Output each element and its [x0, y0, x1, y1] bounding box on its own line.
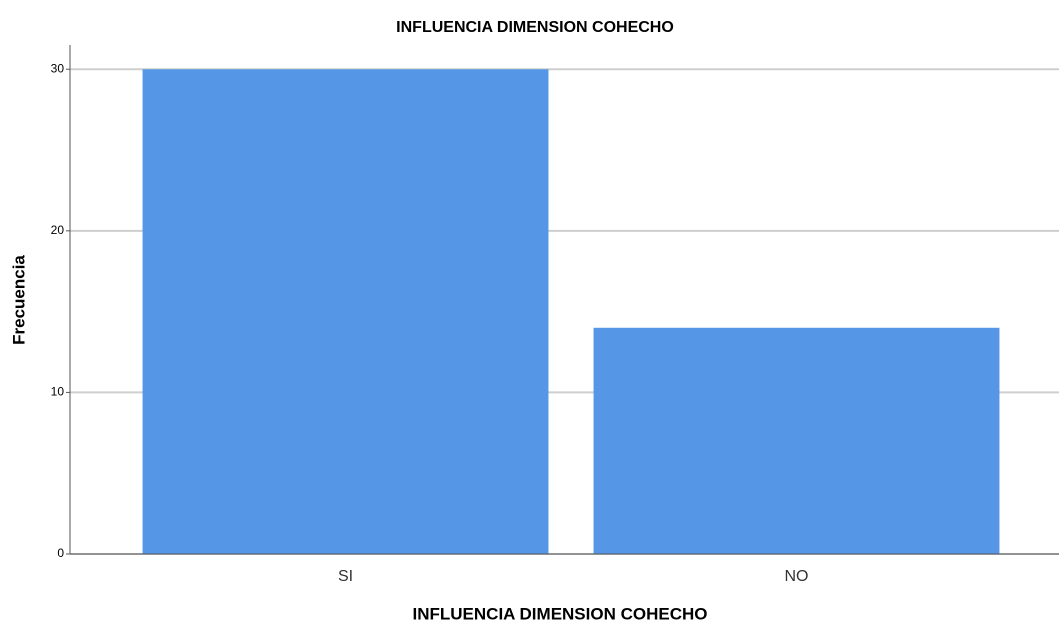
bar [593, 327, 1000, 554]
x-tick-label: SI [338, 568, 353, 585]
y-tick-label: 30 [51, 61, 65, 75]
x-axis-title: INFLUENCIA DIMENSION COHECHO [413, 604, 708, 623]
y-tick-label: 10 [51, 385, 65, 399]
y-tick-label: 20 [51, 223, 65, 237]
y-tick-label: 0 [57, 546, 64, 560]
x-tick-label: NO [785, 568, 809, 585]
bar [142, 69, 549, 554]
y-axis-title: Frecuencia [9, 255, 28, 345]
chart-title: INFLUENCIA DIMENSION COHECHO [396, 19, 674, 36]
